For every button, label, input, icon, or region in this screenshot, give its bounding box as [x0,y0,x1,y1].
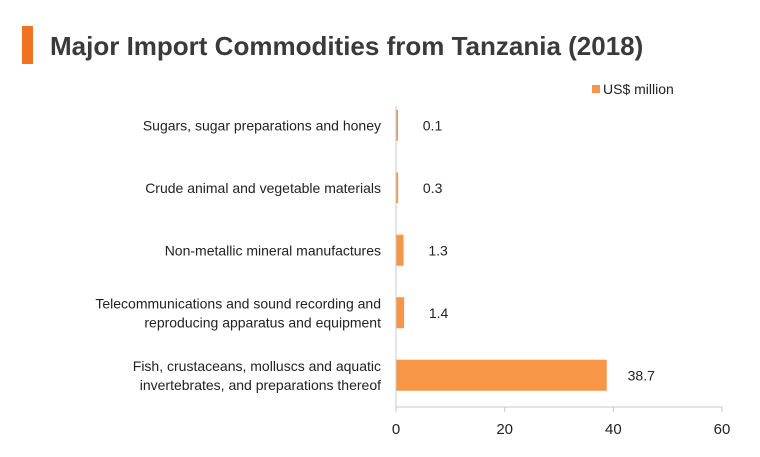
x-tick-label: 0 [392,421,400,438]
category-label: Fish, crustaceans, molluscs and aquatic i… [133,358,381,393]
x-tick-label: 40 [605,421,622,438]
bar [396,172,399,204]
chart-title: Major Import Commodities from Tanzania (… [50,31,644,61]
bar [396,234,404,266]
category-label: Sugars, sugar preparations and honey [143,117,381,133]
data-label: 1.3 [428,242,448,258]
x-tick-label: 20 [496,421,513,438]
legend: US$ million [592,81,674,97]
data-label: 1.4 [429,305,449,321]
category-label: Telecommunications and sound recording a… [95,295,381,330]
bar [396,109,398,141]
legend-swatch [592,85,600,93]
x-tick-label: 60 [714,421,731,438]
title-accent-bar [22,26,33,64]
legend-label: US$ million [603,81,674,97]
data-label: 0.3 [423,180,443,196]
category-label: Crude animal and vegetable materials [145,180,381,196]
data-label: 38.7 [628,367,655,383]
data-label: 0.1 [423,117,443,133]
bar [396,359,607,391]
category-label: Non-metallic mineral manufactures [165,242,381,258]
bar [396,297,405,329]
